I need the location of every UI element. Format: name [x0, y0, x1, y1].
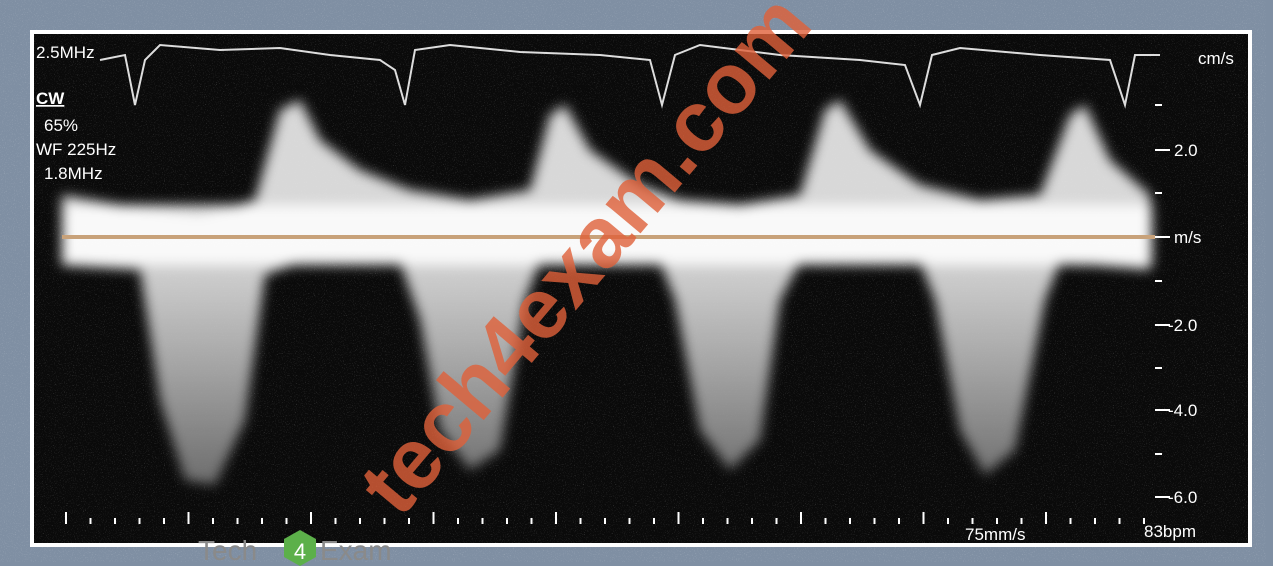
- logo-right: Exam: [320, 535, 392, 566]
- gain: 65%: [44, 116, 78, 135]
- scale-label: 2.0: [1174, 141, 1198, 160]
- logo-mid: 4: [294, 539, 306, 564]
- mode: CW: [36, 89, 65, 108]
- scale-label: m/s: [1174, 228, 1201, 247]
- doppler-screenshot: 2.5MHz CW 65% WF 225Hz 1.8MHz cm/s 2.0 m…: [0, 0, 1273, 566]
- frequency: 1.8MHz: [44, 164, 103, 183]
- wall-filter: WF 225Hz: [36, 140, 116, 159]
- probe: 2.5MHz: [36, 43, 95, 62]
- scale-label: -2.0: [1168, 316, 1197, 335]
- scale-label: -4.0: [1168, 401, 1197, 420]
- heart-rate: 83bpm: [1144, 522, 1196, 541]
- logo-left: Tech: [198, 535, 257, 566]
- sweep: 75mm/s: [965, 525, 1025, 544]
- scale-label: -6.0: [1168, 488, 1197, 507]
- unit: cm/s: [1198, 49, 1234, 68]
- doppler-image: 2.5MHz CW 65% WF 225Hz 1.8MHz cm/s 2.0 m…: [0, 0, 1273, 566]
